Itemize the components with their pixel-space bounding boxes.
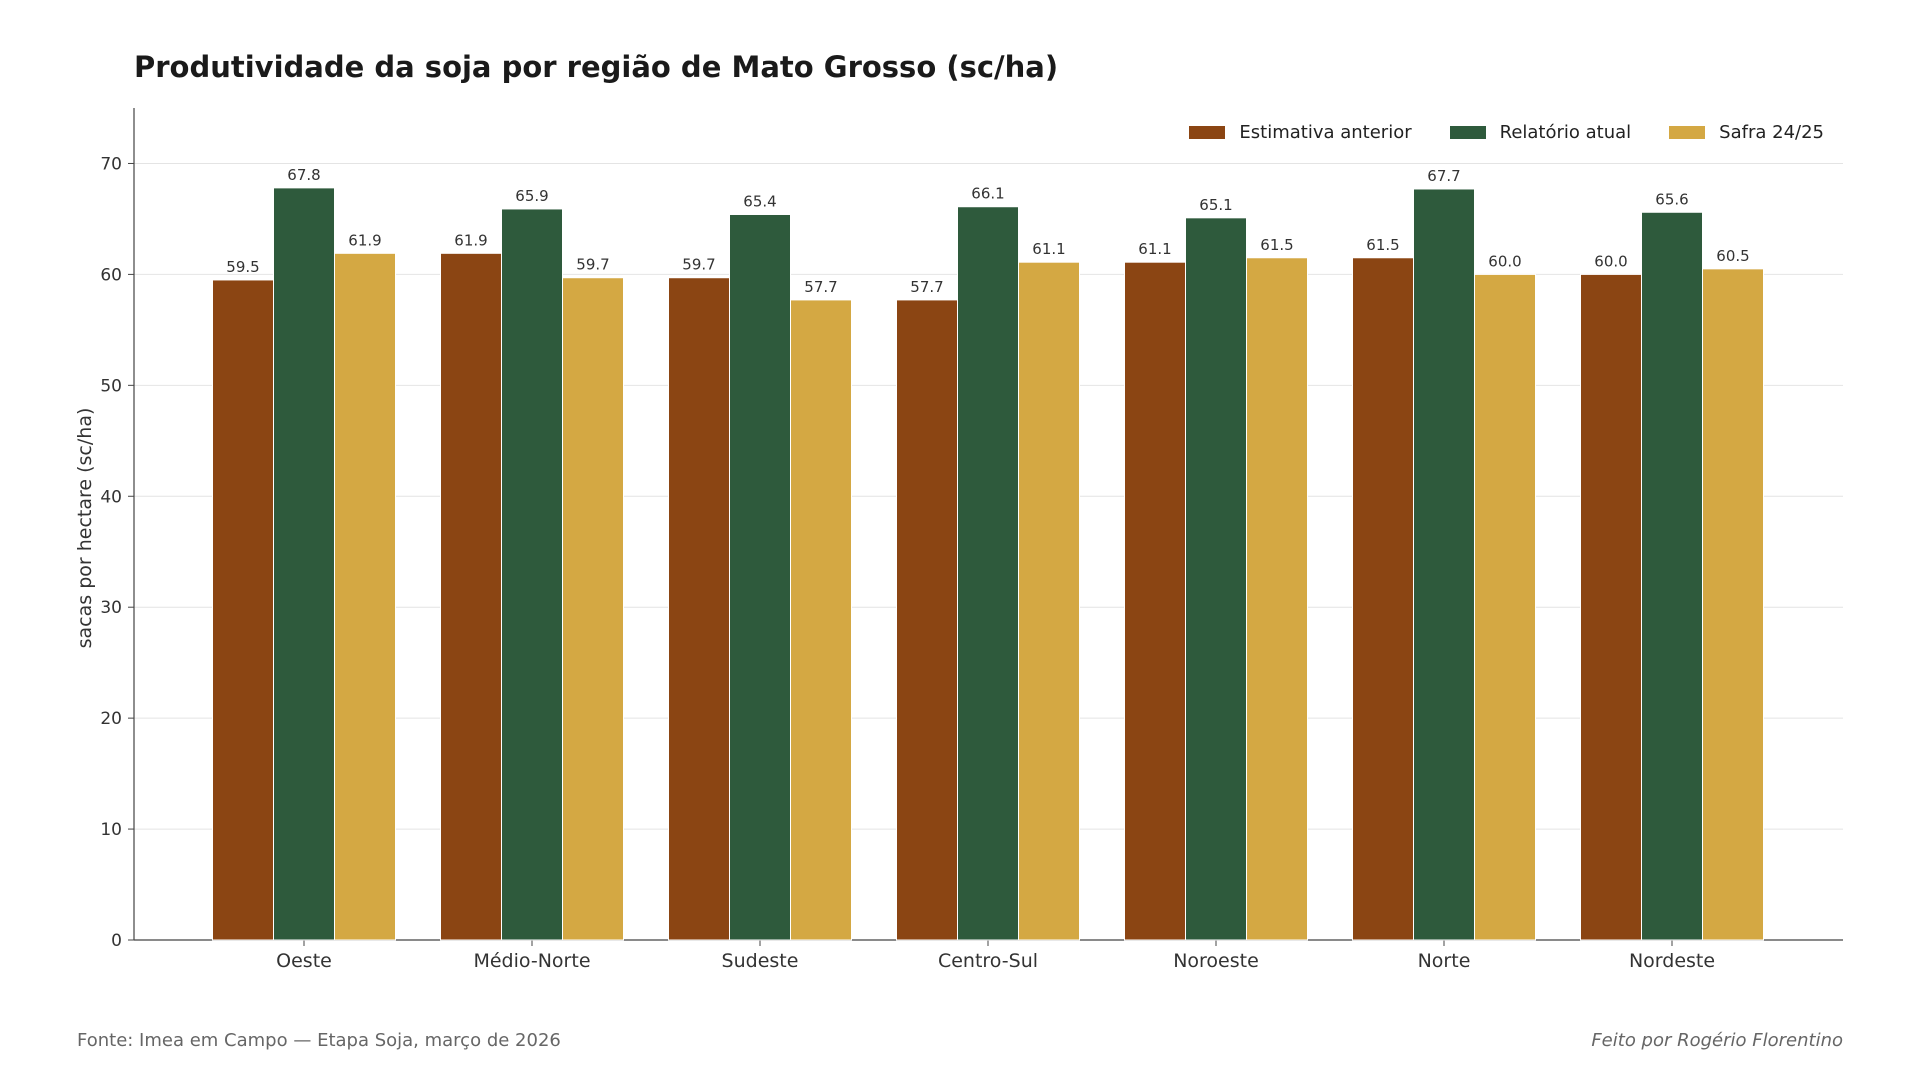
bar: [273, 187, 335, 941]
y-tick-label: 70: [100, 154, 122, 174]
bar: [1474, 273, 1536, 941]
bar: [1185, 217, 1247, 941]
bar: [501, 208, 563, 941]
bar: [562, 277, 624, 941]
bar-value-label: 60.0: [1488, 252, 1521, 270]
legend-swatch: [1449, 126, 1486, 139]
legend-item-relatorio: Relatório atual: [1449, 122, 1632, 143]
bar-value-label: 61.5: [1260, 236, 1293, 254]
x-tick-label: Noroeste: [1173, 950, 1259, 972]
legend-label: Safra 24/25: [1719, 122, 1824, 143]
bar: [1018, 261, 1080, 941]
bar-value-label: 59.5: [226, 258, 259, 276]
bar: [1641, 211, 1703, 941]
legend-item-safra: Safra 24/25: [1669, 122, 1824, 143]
bar-value-label: 57.7: [804, 278, 837, 296]
x-tick-label: Norte: [1418, 950, 1471, 972]
bar-value-label: 61.9: [454, 231, 487, 249]
bar-value-label: 57.7: [910, 278, 943, 296]
bar-value-label: 60.5: [1716, 247, 1749, 265]
bar-value-label: 61.5: [1366, 236, 1399, 254]
y-tick-label: 60: [100, 265, 122, 285]
x-tick-label: Centro-Sul: [938, 950, 1038, 972]
bar-value-label: 59.7: [682, 256, 715, 274]
y-tick-label: 50: [100, 376, 122, 396]
y-tick-label: 20: [100, 709, 122, 729]
bar-value-label: 67.7: [1427, 167, 1460, 185]
legend-item-estimativa: Estimativa anterior: [1189, 122, 1412, 143]
bar: [1352, 257, 1414, 941]
y-tick-label: 0: [111, 931, 122, 951]
bar: [440, 252, 502, 941]
bar: [334, 252, 396, 941]
bar: [1124, 261, 1186, 941]
bar-value-label: 60.0: [1594, 252, 1627, 270]
bar: [1702, 268, 1764, 941]
bar: [1580, 273, 1642, 941]
bar-value-label: 65.9: [515, 187, 548, 205]
bar-value-label: 65.1: [1199, 196, 1232, 214]
y-tick-label: 10: [100, 820, 122, 840]
bar: [790, 299, 852, 941]
legend-label: Relatório atual: [1499, 122, 1632, 143]
bar: [1413, 188, 1475, 941]
bar: [729, 213, 791, 941]
y-tick-label: 30: [100, 598, 122, 618]
x-tick-label: Médio-Norte: [473, 950, 590, 972]
legend: Estimativa anterior Relatório atual Safr…: [1189, 122, 1824, 143]
y-tick-label: 40: [100, 487, 122, 507]
bar: [668, 277, 730, 941]
legend-label: Estimativa anterior: [1239, 122, 1412, 143]
source-note: Fonte: Imea em Campo — Etapa Soja, março…: [77, 1030, 561, 1051]
bar: [212, 279, 274, 941]
bar: [896, 299, 958, 941]
bar-value-label: 61.1: [1138, 240, 1171, 258]
bar-value-label: 65.4: [743, 192, 776, 210]
chart-title: Produtividade da soja por região de Mato…: [134, 50, 1059, 84]
bar-value-label: 65.6: [1655, 190, 1688, 208]
bar-value-label: 61.9: [348, 231, 381, 249]
bar-value-label: 66.1: [971, 185, 1004, 203]
x-tick-label: Nordeste: [1629, 950, 1715, 972]
x-tick-label: Sudeste: [722, 950, 799, 972]
credit-note: Feito por Rogério Florentino: [1591, 1030, 1843, 1051]
legend-swatch: [1189, 126, 1226, 139]
bar: [957, 206, 1019, 941]
bar-value-label: 61.1: [1032, 240, 1065, 258]
bar-value-label: 59.7: [576, 256, 609, 274]
y-axis-label: sacas por hectare (sc/ha): [74, 408, 96, 649]
legend-swatch: [1669, 126, 1706, 139]
bar-value-label: 67.8: [287, 166, 320, 184]
x-tick-label: Oeste: [276, 950, 332, 972]
bar: [1246, 257, 1308, 941]
